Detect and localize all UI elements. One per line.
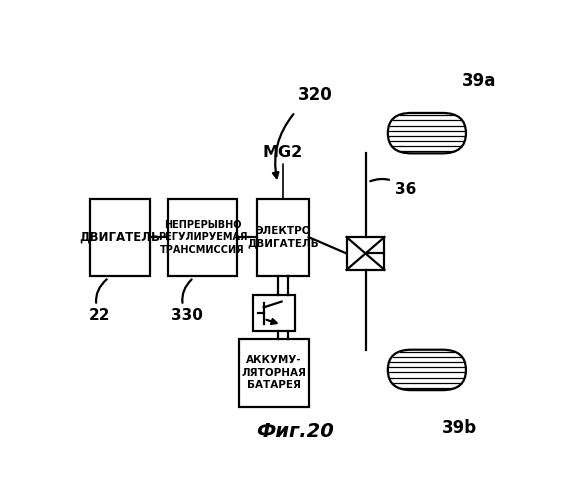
Text: 39b: 39b xyxy=(441,419,476,437)
FancyBboxPatch shape xyxy=(388,113,466,154)
Bar xyxy=(168,198,237,276)
Text: ЭЛЕКТРО
ДВИГАТЕЛЬ: ЭЛЕКТРО ДВИГАТЕЛЬ xyxy=(247,226,319,248)
Text: ДВИГАТЕЛЬ: ДВИГАТЕЛЬ xyxy=(79,230,161,243)
Text: 22: 22 xyxy=(89,280,111,324)
Bar xyxy=(257,198,309,276)
Bar xyxy=(347,237,384,270)
Text: 36: 36 xyxy=(370,179,416,198)
Text: MG2: MG2 xyxy=(263,145,303,160)
Bar xyxy=(253,295,295,332)
Bar xyxy=(240,339,309,406)
Text: 320: 320 xyxy=(297,86,332,104)
Text: Фиг.20: Фиг.20 xyxy=(256,422,334,441)
Text: АККУМУ-
ЛЯТОРНАЯ
БАТАРЕЯ: АККУМУ- ЛЯТОРНАЯ БАТАРЕЯ xyxy=(241,356,306,390)
Text: НЕПРЕРЫВНО
РЕГУЛИРУЕМАЯ
ТРАНСМИССИЯ: НЕПРЕРЫВНО РЕГУЛИРУЕМАЯ ТРАНСМИССИЯ xyxy=(158,220,247,254)
FancyBboxPatch shape xyxy=(388,350,466,390)
Text: 39a: 39a xyxy=(461,72,496,90)
Text: 330: 330 xyxy=(171,280,203,324)
Bar xyxy=(90,198,150,276)
